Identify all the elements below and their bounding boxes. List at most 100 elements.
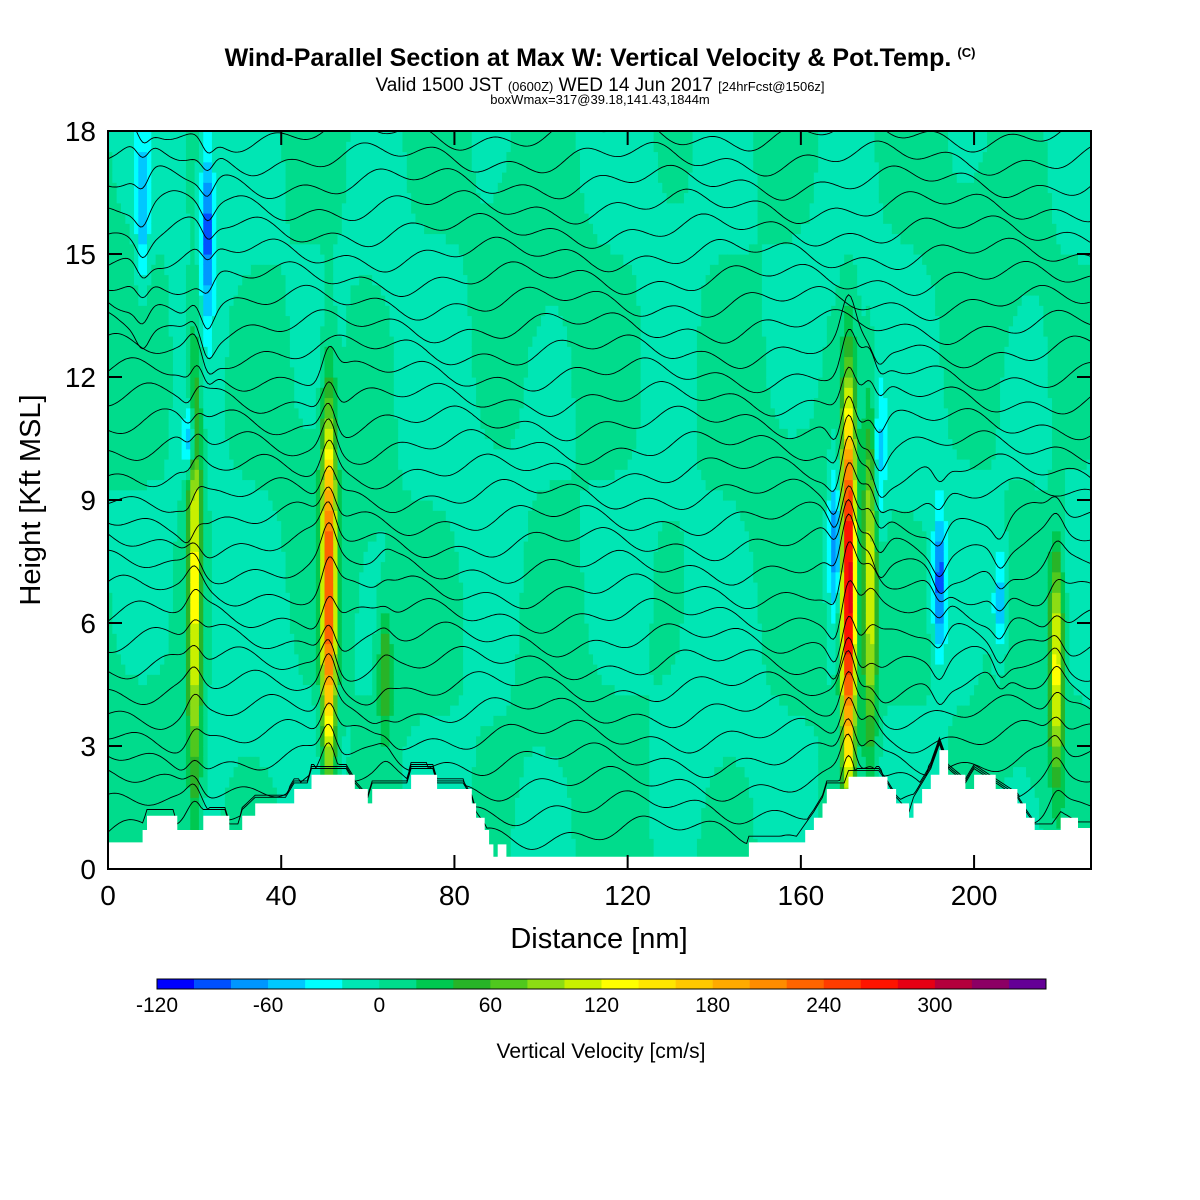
velocity-cell bbox=[255, 397, 261, 409]
velocity-cell bbox=[363, 520, 369, 532]
velocity-cell bbox=[229, 725, 235, 737]
velocity-cell bbox=[268, 448, 274, 460]
velocity-cell bbox=[276, 223, 282, 235]
velocity-cell bbox=[133, 438, 139, 450]
velocity-cell bbox=[315, 469, 321, 481]
velocity-cell bbox=[402, 725, 408, 737]
velocity-cell bbox=[177, 141, 183, 153]
velocity-cell bbox=[406, 746, 412, 757]
velocity-cell bbox=[112, 295, 118, 306]
velocity-cell bbox=[259, 213, 265, 224]
velocity-cell bbox=[346, 643, 352, 655]
velocity-cell bbox=[328, 428, 334, 440]
velocity-cell bbox=[155, 295, 161, 306]
velocity-cell bbox=[298, 715, 304, 727]
velocity-cell bbox=[220, 387, 226, 399]
velocity-cell bbox=[341, 254, 347, 265]
velocity-cell bbox=[181, 541, 187, 552]
velocity-cell bbox=[281, 510, 287, 522]
velocity-cell bbox=[125, 438, 131, 450]
velocity-cell bbox=[259, 284, 265, 296]
velocity-cell bbox=[315, 151, 321, 163]
velocity-cell bbox=[320, 469, 326, 481]
velocity-cell bbox=[333, 500, 339, 511]
velocity-cell bbox=[237, 284, 243, 296]
velocity-cell bbox=[194, 254, 200, 265]
velocity-cell bbox=[233, 561, 239, 573]
velocity-cell bbox=[142, 725, 148, 737]
velocity-cell bbox=[272, 459, 278, 470]
velocity-cell bbox=[146, 141, 152, 153]
velocity-cell bbox=[181, 520, 187, 532]
velocity-cell bbox=[237, 295, 243, 306]
velocity-cell bbox=[294, 459, 300, 470]
velocity-cell bbox=[194, 592, 200, 604]
velocity-cell bbox=[211, 448, 217, 460]
velocity-cell bbox=[142, 530, 148, 542]
velocity-cell bbox=[146, 592, 152, 604]
velocity-cell bbox=[337, 530, 343, 542]
velocity-cell bbox=[198, 746, 204, 757]
velocity-cell bbox=[181, 459, 187, 470]
velocity-cell bbox=[112, 161, 118, 173]
velocity-cell bbox=[172, 500, 178, 511]
velocity-cell bbox=[133, 489, 139, 501]
velocity-cell bbox=[168, 807, 174, 819]
velocity-cell bbox=[402, 489, 408, 501]
velocity-cell bbox=[194, 397, 200, 409]
velocity-cell bbox=[129, 807, 135, 819]
velocity-cell bbox=[372, 387, 378, 399]
velocity-cell bbox=[190, 705, 196, 716]
velocity-cell bbox=[112, 151, 118, 163]
velocity-cell bbox=[294, 325, 300, 337]
velocity-cell bbox=[246, 397, 252, 409]
velocity-cell bbox=[108, 223, 113, 235]
velocity-cell bbox=[120, 315, 126, 327]
velocity-cell bbox=[211, 264, 217, 276]
velocity-cell bbox=[320, 664, 326, 675]
velocity-cell bbox=[146, 264, 152, 276]
velocity-cell bbox=[289, 387, 295, 399]
velocity-cell bbox=[372, 592, 378, 604]
velocity-cell bbox=[181, 582, 187, 593]
velocity-cell bbox=[125, 561, 131, 573]
velocity-cell bbox=[350, 233, 356, 245]
velocity-cell bbox=[181, 346, 187, 358]
velocity-cell bbox=[354, 684, 360, 696]
velocity-cell bbox=[324, 623, 330, 634]
velocity-cell bbox=[177, 192, 183, 204]
velocity-cell bbox=[367, 776, 373, 788]
velocity-cell bbox=[354, 664, 360, 675]
velocity-cell bbox=[237, 582, 243, 593]
velocity-cell bbox=[198, 787, 204, 798]
velocity-cell bbox=[233, 520, 239, 532]
velocity-cell bbox=[190, 766, 196, 778]
velocity-cell bbox=[116, 284, 122, 296]
velocity-cell bbox=[116, 582, 122, 593]
velocity-cell bbox=[112, 664, 118, 675]
velocity-cell bbox=[255, 664, 261, 675]
velocity-cell bbox=[324, 756, 330, 768]
velocity-cell bbox=[302, 643, 308, 655]
velocity-cell bbox=[198, 705, 204, 716]
velocity-cell bbox=[233, 356, 239, 368]
velocity-cell bbox=[380, 571, 386, 583]
velocity-cell bbox=[367, 407, 373, 419]
velocity-cell bbox=[168, 397, 174, 409]
velocity-cell bbox=[380, 223, 386, 235]
velocity-cell bbox=[333, 356, 339, 368]
velocity-cell bbox=[333, 315, 339, 327]
velocity-cell bbox=[315, 725, 321, 737]
velocity-cell bbox=[393, 295, 399, 306]
velocity-cell bbox=[198, 551, 204, 563]
velocity-cell bbox=[363, 407, 369, 419]
velocity-cell bbox=[203, 674, 209, 686]
velocity-cell bbox=[242, 746, 248, 757]
velocity-cell bbox=[402, 356, 408, 368]
velocity-cell bbox=[337, 264, 343, 276]
velocity-cell bbox=[233, 397, 239, 409]
velocity-cell bbox=[333, 192, 339, 204]
velocity-cell bbox=[198, 131, 204, 142]
velocity-cell bbox=[138, 571, 144, 583]
velocity-cell bbox=[324, 223, 330, 235]
